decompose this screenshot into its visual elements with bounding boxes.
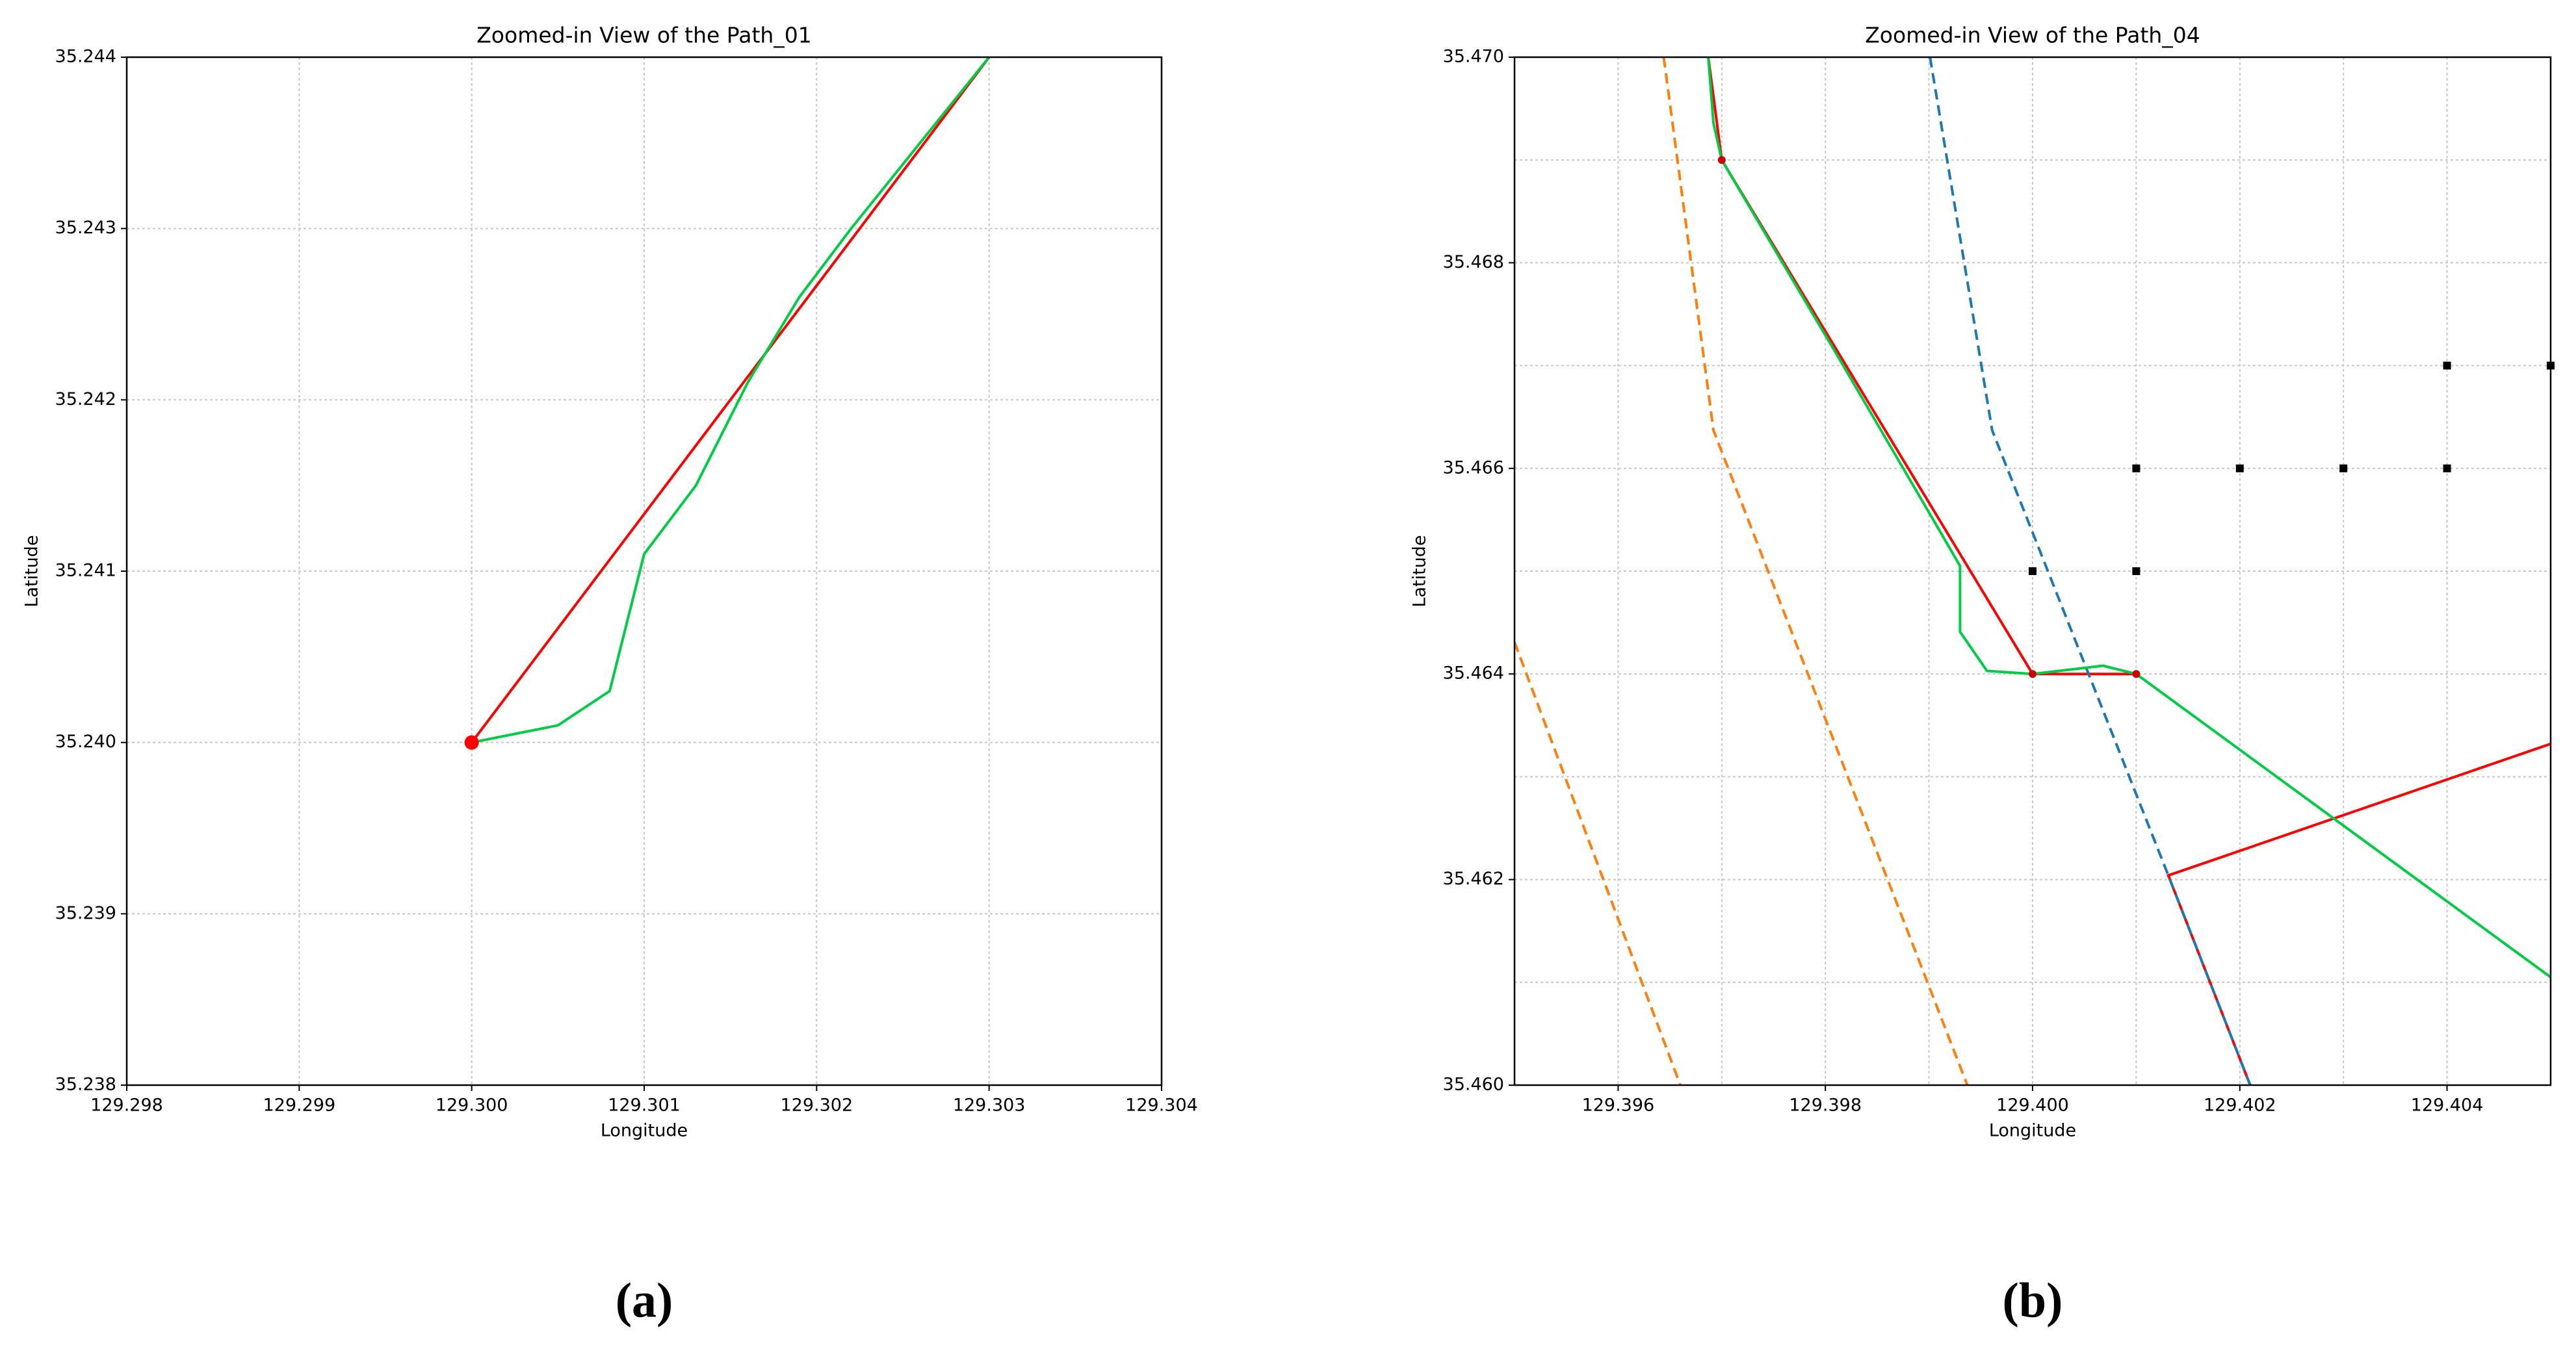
- y-tick-label: 35.464: [1443, 663, 1504, 684]
- axes-frame: [1513, 56, 2552, 1086]
- x-tick-label: 129.301: [608, 1096, 681, 1116]
- y-tick-label: 35.470: [1443, 47, 1504, 67]
- data-point: [1717, 156, 1726, 164]
- y-tick-label: 35.242: [55, 389, 116, 409]
- data-point: [464, 735, 479, 750]
- chart-title: Zoomed-in View of the Path_01: [476, 23, 812, 48]
- data-line: [1515, 641, 1682, 1085]
- x-tick-label: 129.298: [90, 1096, 163, 1116]
- axes-frame: [125, 56, 1163, 1086]
- data-line: [1707, 57, 2551, 1085]
- x-tick-label: 129.299: [263, 1096, 336, 1116]
- y-axis-label: Latitude: [22, 535, 42, 607]
- y-tick-label: 35.241: [55, 561, 116, 581]
- x-tick-label: 129.302: [781, 1096, 853, 1116]
- data-point: [2029, 670, 2036, 678]
- y-axis-label: Latitude: [1410, 535, 1430, 607]
- x-tick-label: 129.303: [953, 1096, 1026, 1116]
- y-tick-label: 35.466: [1443, 457, 1504, 478]
- data-point: [2443, 464, 2451, 472]
- data-point: [2132, 670, 2140, 678]
- panel-label: (b): [2003, 1273, 2063, 1328]
- data-point: [2443, 361, 2451, 370]
- data-line: [1929, 57, 2252, 1085]
- data-point: [2132, 567, 2140, 575]
- subplot: 129.298 129.299 129.300 129.301 129.302 129.3…: [22, 23, 1198, 1328]
- data-line: [471, 57, 991, 744]
- data-point: [2132, 464, 2140, 472]
- data-point: [2029, 567, 2036, 575]
- y-tick-label: 35.460: [1443, 1075, 1504, 1095]
- y-tick-label: 35.468: [1443, 252, 1504, 272]
- data-point: [2339, 464, 2348, 472]
- panel-label: (a): [616, 1273, 673, 1328]
- x-tick-label: 129.396: [1582, 1096, 1655, 1116]
- x-tick-label: 129.304: [1125, 1096, 1198, 1116]
- x-axis-label: Longitude: [1989, 1121, 2076, 1141]
- x-tick-label: 129.402: [2204, 1096, 2276, 1116]
- y-tick-label: 35.238: [55, 1075, 116, 1095]
- x-tick-label: 129.398: [1789, 1096, 1862, 1116]
- data-line: [1707, 57, 2551, 979]
- y-tick-label: 35.243: [55, 218, 116, 238]
- data-line: [1662, 57, 1969, 1085]
- x-axis-label: Longitude: [601, 1121, 688, 1141]
- y-tick-label: 35.239: [55, 903, 116, 923]
- y-tick-label: 35.240: [55, 732, 116, 752]
- x-tick-label: 129.404: [2411, 1096, 2484, 1116]
- y-tick-label: 35.244: [55, 47, 116, 67]
- y-tick-label: 35.462: [1443, 869, 1504, 889]
- chart-title: Zoomed-in View of the Path_04: [1865, 23, 2200, 48]
- data-line: [471, 57, 991, 743]
- x-tick-label: 129.300: [436, 1096, 508, 1116]
- subplot: 129.396 129.398 129.400 129.402 129.404 35.46…: [1410, 23, 2555, 1328]
- x-tick-label: 129.400: [1996, 1096, 2069, 1116]
- data-point: [2235, 464, 2244, 472]
